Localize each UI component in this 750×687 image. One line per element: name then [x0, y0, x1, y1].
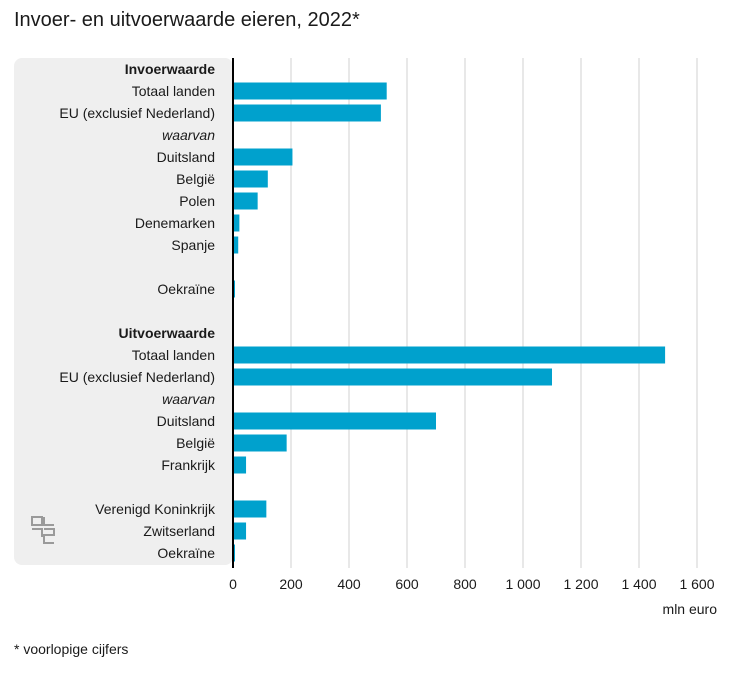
bar	[234, 170, 268, 188]
category-labels: Invoerwaarde Totaal landen EU (exclusief N…	[59, 61, 216, 561]
category-label: Invoerwaarde	[125, 61, 215, 77]
x-axis-unit-label: mln euro	[662, 601, 717, 617]
footnote: * voorlopige cijfers	[14, 641, 129, 657]
chart-title: Invoer- en uitvoerwaarde eieren, 2022*	[14, 9, 360, 31]
label-panel	[14, 58, 233, 565]
bar	[234, 500, 267, 518]
bar	[234, 434, 287, 452]
bar	[234, 368, 552, 386]
gridlines	[290, 58, 698, 568]
category-label: Polen	[179, 193, 215, 209]
category-label: Duitsland	[157, 413, 215, 429]
bar	[234, 412, 436, 430]
category-label: Totaal landen	[132, 83, 215, 99]
bar	[234, 280, 235, 298]
x-tick-label: 600	[395, 576, 419, 592]
x-tick-label: 1 600	[679, 576, 714, 592]
bar	[234, 456, 247, 474]
x-tick-label: 0	[229, 576, 237, 592]
cbs-logo-icon	[31, 516, 55, 544]
category-label: Duitsland	[157, 149, 215, 165]
category-label: Frankrijk	[161, 457, 216, 473]
bar	[234, 148, 293, 166]
bar	[234, 104, 381, 122]
x-tick-label: 800	[453, 576, 477, 592]
bar	[234, 192, 258, 210]
bar	[234, 544, 235, 562]
category-label: Uitvoerwaarde	[119, 325, 216, 341]
category-label: Spanje	[171, 237, 215, 253]
bar	[234, 522, 247, 540]
category-label: België	[176, 435, 215, 451]
x-tick-label: 1 000	[505, 576, 540, 592]
bar	[234, 236, 239, 254]
x-tick-labels: 0 200 400 600 800 1 000 1 200 1 400 1 600	[229, 576, 715, 592]
x-tick-label: 1 200	[563, 576, 598, 592]
category-label: Oekraïne	[157, 281, 215, 297]
bar	[234, 346, 666, 364]
category-label: waarvan	[162, 391, 215, 407]
category-label: Zwitserland	[143, 523, 215, 539]
bars	[234, 82, 666, 562]
x-tick-label: 1 400	[621, 576, 656, 592]
x-tick-label: 200	[279, 576, 303, 592]
bar-chart: Invoerwaarde Totaal landen EU (exclusief N…	[14, 58, 715, 592]
category-label: Totaal landen	[132, 347, 215, 363]
category-label: Oekraïne	[157, 545, 215, 561]
category-label: EU (exclusief Nederland)	[59, 369, 215, 385]
category-label: Verenigd Koninkrijk	[95, 501, 216, 517]
bar	[234, 214, 240, 232]
bar	[234, 82, 387, 100]
category-label: EU (exclusief Nederland)	[59, 105, 215, 121]
category-label: Denemarken	[135, 215, 215, 231]
category-label: België	[176, 171, 215, 187]
category-label: waarvan	[162, 127, 215, 143]
x-tick-label: 400	[337, 576, 361, 592]
